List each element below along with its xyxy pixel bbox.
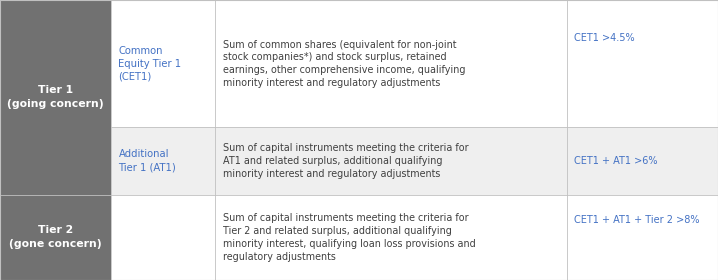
Bar [567, 195, 718, 280]
Text: CET1 + AT1 + Tier 2 >8%: CET1 + AT1 + Tier 2 >8% [574, 215, 700, 225]
Bar [567, 0, 718, 127]
Text: Sum of capital instruments meeting the criteria for
AT1 and related surplus, add: Sum of capital instruments meeting the c… [223, 143, 468, 179]
Bar [567, 127, 718, 195]
Bar [111, 0, 215, 127]
Bar [215, 127, 567, 195]
Text: CET1 >4.5%: CET1 >4.5% [574, 33, 635, 43]
Text: Tier 2
(gone concern): Tier 2 (gone concern) [9, 225, 102, 249]
Bar [0, 0, 111, 195]
Bar [215, 0, 567, 127]
Bar [215, 195, 567, 280]
Text: Sum of capital instruments meeting the criteria for
Tier 2 and related surplus, : Sum of capital instruments meeting the c… [223, 213, 475, 262]
Text: CET1 + AT1 >6%: CET1 + AT1 >6% [574, 156, 658, 166]
Text: Sum of common shares (equivalent for non-joint
stock companies*) and stock surpl: Sum of common shares (equivalent for non… [223, 39, 465, 88]
Text: Additional
Tier 1 (AT1): Additional Tier 1 (AT1) [118, 150, 176, 172]
Bar [111, 195, 215, 280]
Text: Tier 1
(going concern): Tier 1 (going concern) [7, 85, 104, 109]
Bar [0, 195, 111, 280]
Text: Common
Equity Tier 1
(CET1): Common Equity Tier 1 (CET1) [118, 46, 182, 82]
Bar [111, 127, 215, 195]
